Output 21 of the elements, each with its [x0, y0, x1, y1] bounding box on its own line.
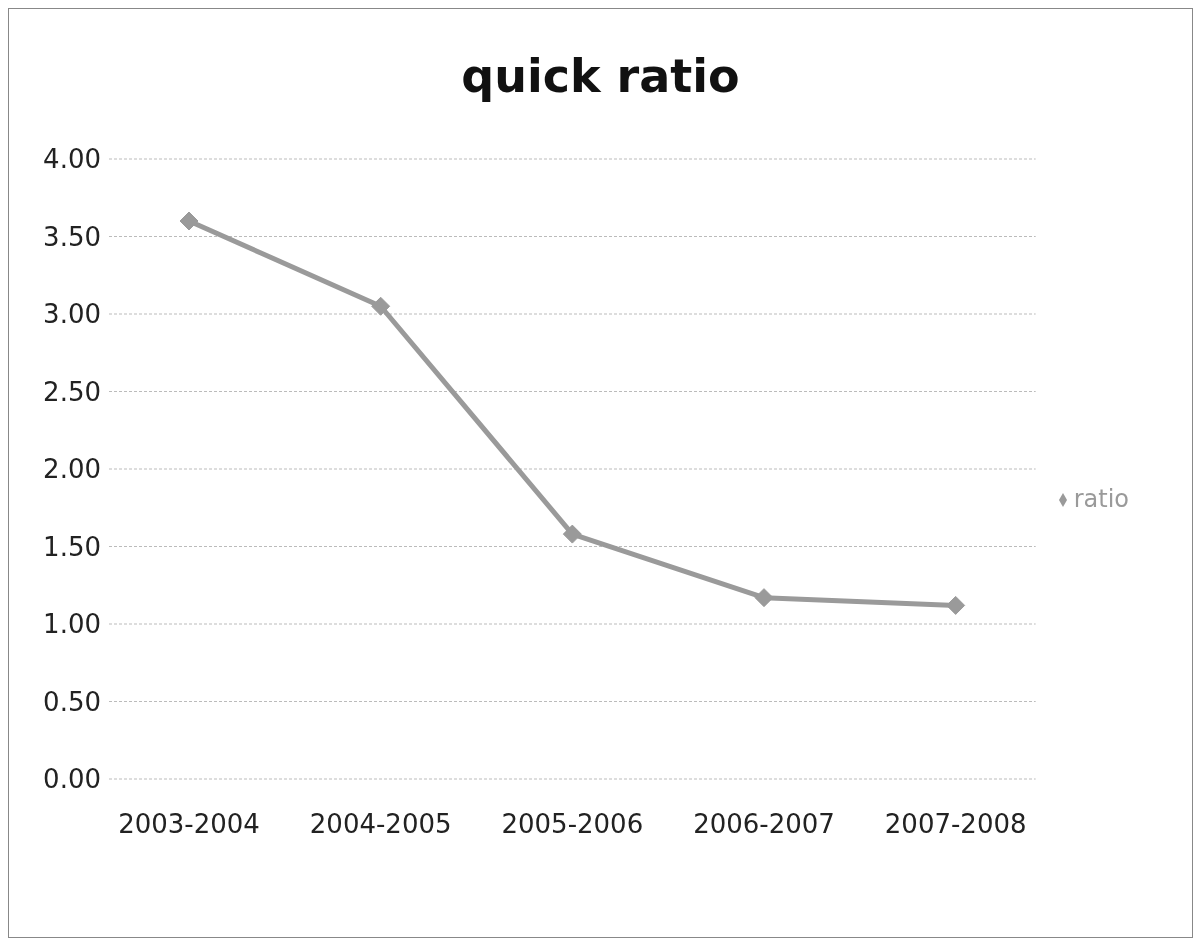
- legend-label: ratio: [1073, 485, 1129, 513]
- y-tick-label: 1.50: [43, 531, 101, 562]
- point: [754, 588, 774, 608]
- y-tick-label: 2.50: [43, 376, 101, 407]
- y-tick-label: 4.00: [43, 144, 101, 175]
- point: [946, 595, 966, 615]
- y-tick-label: 2.00: [43, 454, 101, 485]
- y-tick-label: 1.00: [43, 609, 101, 640]
- y-tick-label: 3.00: [43, 299, 101, 330]
- x-tick-label: 2004-2005: [309, 809, 452, 840]
- x-tick-label: 2006-2007: [693, 809, 835, 840]
- point: [179, 211, 199, 231]
- point: [371, 296, 391, 316]
- y-tick-label: 0.50: [43, 686, 101, 717]
- x-tick-label: 2005-2006: [501, 809, 644, 840]
- x-tick-label: 2003-2004: [118, 809, 260, 840]
- y-tick-label: 3.50: [43, 221, 101, 252]
- y-tick-label: 0.00: [43, 764, 101, 795]
- chart-title: quick ratio: [460, 48, 741, 105]
- x-tick-label: 2007-2008: [884, 809, 1027, 840]
- point: [562, 524, 582, 544]
